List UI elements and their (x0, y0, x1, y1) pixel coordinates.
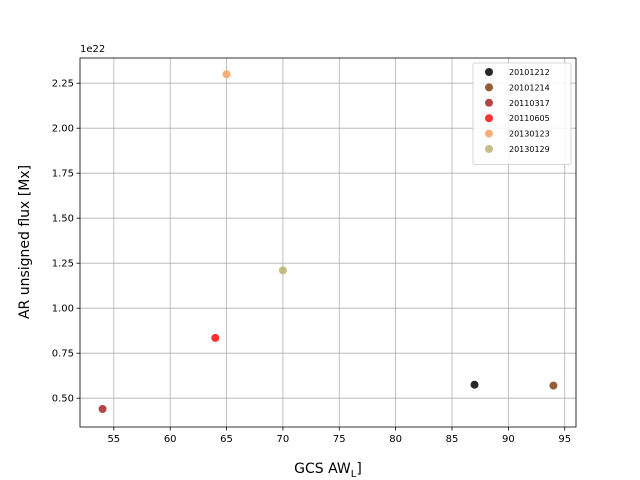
x-tick-label: 80 (389, 434, 402, 445)
y-offset-label: 1e22 (80, 44, 105, 55)
x-tick-label: 75 (333, 434, 346, 445)
legend-marker (485, 129, 493, 138)
y-tick-label: 1.75 (52, 169, 74, 180)
y-axis-label: AR unsigned flux [Mx] (17, 165, 33, 319)
x-tick-label: 65 (220, 434, 233, 445)
legend-box (472, 62, 572, 165)
y-tick-label: 2.25 (52, 79, 74, 90)
legend-entry: 20101212 (509, 68, 550, 77)
x-tick-label: 70 (277, 434, 290, 445)
x-axis-label: GCS AWL] (294, 461, 362, 480)
x-tick-label: 95 (558, 434, 571, 445)
y-tick-label: 0.75 (52, 349, 74, 360)
y-tick-label: 1.00 (52, 304, 74, 315)
y-axis: 0.50 0.75 1.00 1.25 1.50 1.75 2.00 2.25 (52, 79, 80, 405)
x-tick-label: 90 (502, 434, 515, 445)
data-points (98, 70, 558, 413)
y-tick-label: 2.00 (52, 124, 74, 135)
x-tick-label: 60 (164, 434, 177, 445)
data-point-20101214 (549, 381, 558, 390)
legend-marker (485, 98, 493, 107)
legend-entry: 20101214 (509, 83, 550, 92)
plot-frame (79, 57, 577, 428)
legend-marker (485, 83, 493, 92)
legend-marker (485, 68, 493, 76)
legend-entry: 20130123 (509, 130, 550, 139)
data-point-20110317 (98, 405, 107, 413)
legend-marker (485, 145, 493, 153)
legend-entry: 20110317 (509, 99, 550, 108)
data-point-20130129 (278, 266, 287, 275)
data-point-20101212 (470, 380, 479, 389)
data-point-20130123 (222, 70, 231, 79)
legend: 20101212 20101214 20110317 20110605 20130123… (472, 62, 572, 165)
legend-entry: 20130129 (509, 145, 550, 154)
data-point-20110605 (211, 333, 220, 342)
y-tick-label: 1.50 (52, 214, 74, 225)
legend-marker (485, 114, 493, 123)
x-tick-label: 55 (107, 434, 120, 445)
x-axis: 55 60 65 70 75 80 85 90 95 (107, 427, 571, 445)
y-tick-label: 1.25 (52, 259, 74, 270)
y-tick-label: 0.50 (52, 394, 74, 405)
x-tick-label: 85 (446, 434, 459, 445)
grid (80, 58, 576, 427)
legend-entry: 20110605 (509, 114, 550, 123)
